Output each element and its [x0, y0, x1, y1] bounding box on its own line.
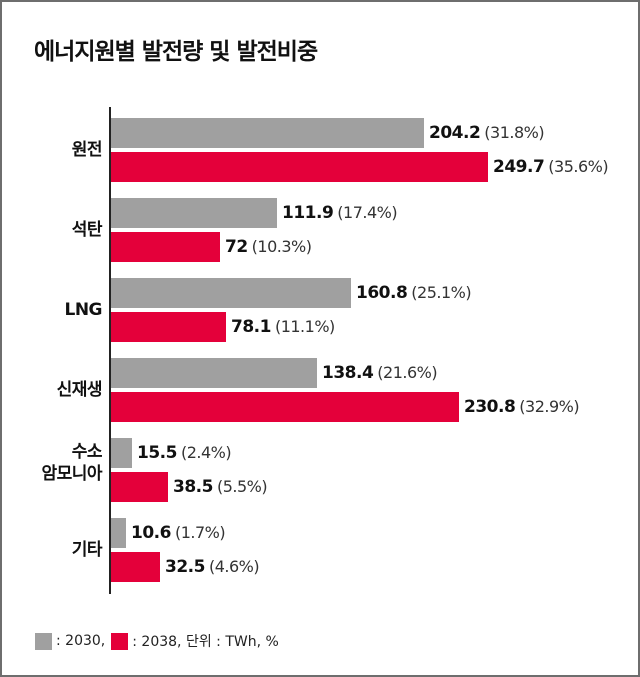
- bar-nuclear-2038: [111, 152, 488, 182]
- category-label-other: 기타: [71, 540, 103, 560]
- value-label-other-2030: 10.6 (1.7%): [131, 523, 226, 543]
- value-label-nuclear-2038: 249.7 (35.6%): [493, 157, 609, 177]
- legend-swatch-2038: [111, 632, 129, 650]
- bar-hydrogen-ammonia-2038: [111, 472, 168, 502]
- legend: : 2030, : 2038, 단위 : TWh, %: [35, 631, 285, 651]
- bar-renewables-2030: [111, 358, 317, 388]
- legend-label-2038-unit: : 2038, 단위 : TWh, %: [132, 634, 279, 650]
- value-label-other-2038: 32.5 (4.6%): [165, 557, 260, 577]
- category-label-line2: 암모니아: [41, 464, 102, 484]
- legend-swatch-2030: [35, 632, 52, 650]
- value-label-lng-2038: 78.1 (11.1%): [231, 317, 335, 337]
- bar-other-2038: [111, 552, 160, 582]
- bar-hydrogen-ammonia-2030: [111, 438, 132, 468]
- bar-lng-2030: [111, 278, 351, 308]
- chart-title: 에너지원별 발전량 및 발전비중: [34, 39, 318, 65]
- bar-other-2030: [111, 518, 126, 548]
- value-label-nuclear-2030: 204.2 (31.8%): [429, 123, 545, 143]
- y-axis-line: [109, 107, 111, 594]
- value-label-lng-2030: 160.8 (25.1%): [356, 283, 472, 303]
- category-label-renewables: 신재생: [56, 380, 103, 400]
- bar-lng-2038: [111, 312, 226, 342]
- value-label-hydrogen-ammonia-2030: 15.5 (2.4%): [137, 443, 232, 463]
- bar-coal-2030: [111, 198, 277, 228]
- category-label-lng: LNG: [64, 300, 102, 320]
- value-label-coal-2030: 111.9 (17.4%): [282, 203, 398, 223]
- category-label-nuclear: 원전: [71, 140, 103, 160]
- category-label-line1: 수소: [71, 442, 103, 462]
- value-label-renewables-2030: 138.4 (21.6%): [322, 363, 438, 383]
- value-label-renewables-2038: 230.8 (32.9%): [464, 397, 580, 417]
- value-label-coal-2038: 72 (10.3%): [225, 237, 312, 257]
- value-label-hydrogen-ammonia-2038: 38.5 (5.5%): [173, 477, 268, 497]
- category-label-hydrogen-ammonia: 수소 암모니아: [41, 442, 102, 484]
- bar-renewables-2038: [111, 392, 459, 422]
- category-label-coal: 석탄: [71, 220, 103, 240]
- bar-coal-2038: [111, 232, 220, 262]
- legend-label-2030: : 2030,: [56, 633, 106, 649]
- bar-nuclear-2030: [111, 118, 424, 148]
